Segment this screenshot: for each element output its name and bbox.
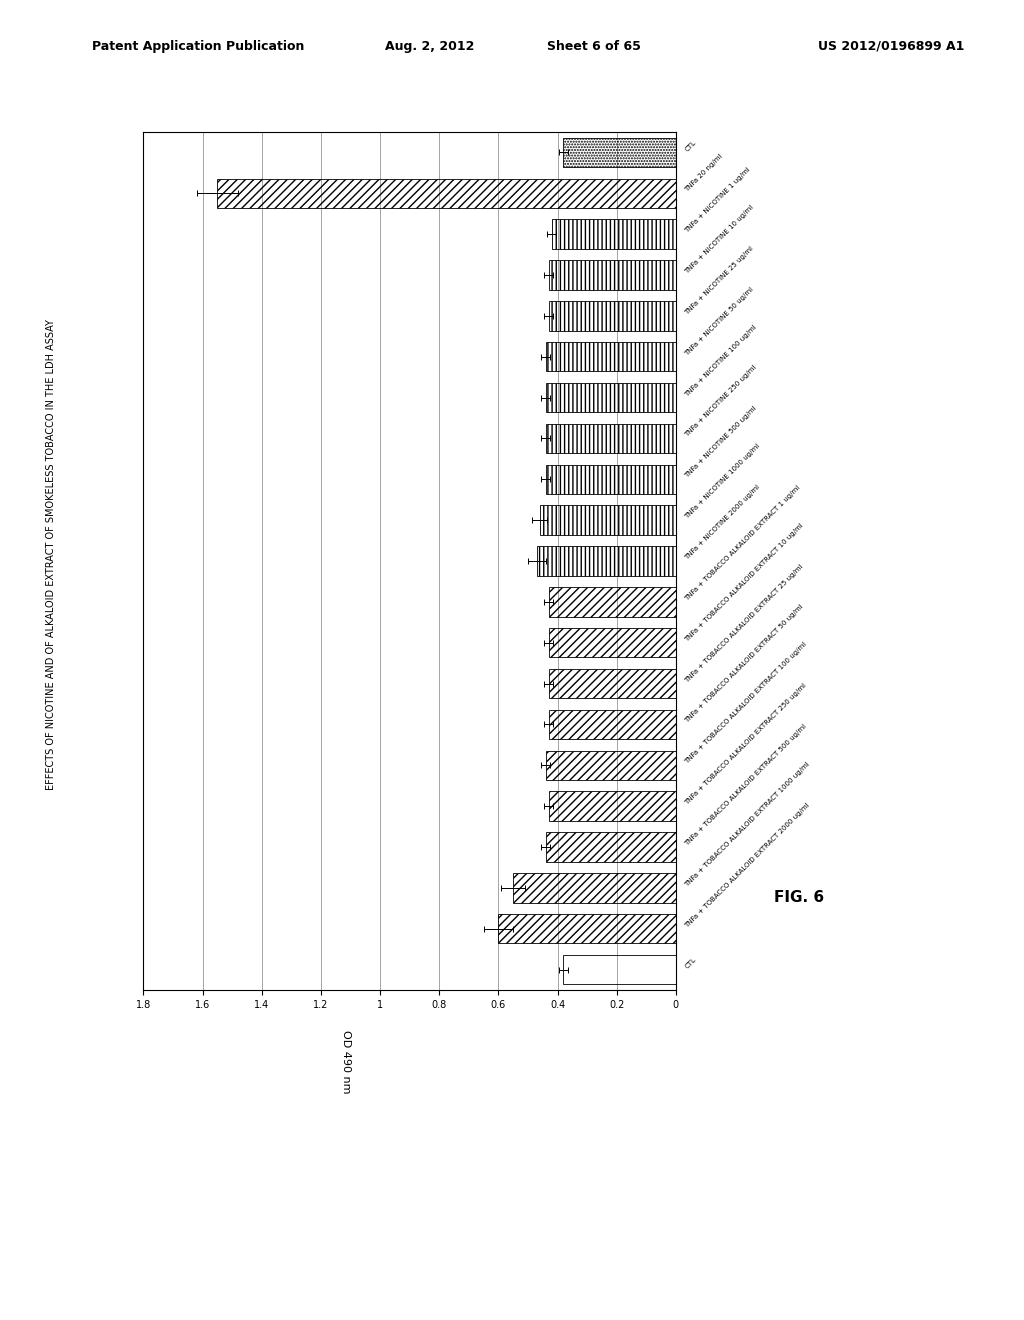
- Text: Aug. 2, 2012: Aug. 2, 2012: [385, 40, 475, 53]
- Text: TNFa + NICOTINE 500 ug/ml: TNFa + NICOTINE 500 ug/ml: [684, 405, 758, 479]
- Bar: [540, 506, 676, 535]
- Text: OD 490 nm: OD 490 nm: [341, 1030, 350, 1093]
- Text: Sheet 6 of 65: Sheet 6 of 65: [547, 40, 641, 53]
- Bar: [499, 913, 676, 944]
- Bar: [549, 260, 676, 289]
- Text: FIG. 6: FIG. 6: [774, 890, 823, 906]
- Bar: [546, 383, 676, 412]
- Bar: [546, 342, 676, 371]
- Bar: [552, 219, 676, 249]
- Bar: [546, 424, 676, 453]
- Bar: [546, 833, 676, 862]
- Text: TNFa + NICOTINE 100 ug/ml: TNFa + NICOTINE 100 ug/ml: [684, 323, 758, 397]
- Text: CTL: CTL: [684, 956, 697, 970]
- Text: TNFa + TOBACCO ALKALOID EXTRACT 1000 ug/ml: TNFa + TOBACCO ALKALOID EXTRACT 1000 ug/…: [684, 760, 811, 888]
- Text: CTL: CTL: [684, 139, 697, 152]
- Bar: [549, 792, 676, 821]
- Text: TNFa + NICOTINE 10 ug/ml: TNFa + NICOTINE 10 ug/ml: [684, 205, 755, 275]
- Text: TNFa 20 ng/ml: TNFa 20 ng/ml: [684, 153, 724, 193]
- Text: EFFECTS OF NICOTINE AND OF ALKALOID EXTRACT OF SMOKELESS TOBACCO IN THE LDH ASSA: EFFECTS OF NICOTINE AND OF ALKALOID EXTR…: [46, 319, 56, 789]
- Bar: [513, 873, 676, 903]
- Text: TNFa + TOBACCO ALKALOID EXTRACT 10 ug/ml: TNFa + TOBACCO ALKALOID EXTRACT 10 ug/ml: [684, 521, 805, 643]
- Text: TNFa + NICOTINE 250 ug/ml: TNFa + NICOTINE 250 ug/ml: [684, 364, 758, 438]
- Bar: [546, 751, 676, 780]
- Text: TNFa + TOBACCO ALKALOID EXTRACT 50 ug/ml: TNFa + TOBACCO ALKALOID EXTRACT 50 ug/ml: [684, 603, 805, 725]
- Bar: [549, 587, 676, 616]
- Text: TNFa + TOBACCO ALKALOID EXTRACT 500 ug/ml: TNFa + TOBACCO ALKALOID EXTRACT 500 ug/m…: [684, 723, 808, 847]
- Bar: [549, 669, 676, 698]
- Bar: [549, 628, 676, 657]
- Bar: [563, 137, 676, 168]
- Text: TNFa + TOBACCO ALKALOID EXTRACT 250 ug/ml: TNFa + TOBACCO ALKALOID EXTRACT 250 ug/m…: [684, 682, 808, 807]
- Bar: [563, 954, 676, 985]
- Bar: [546, 465, 676, 494]
- Bar: [549, 301, 676, 330]
- Bar: [549, 710, 676, 739]
- Text: TNFa + TOBACCO ALKALOID EXTRACT 2000 ug/ml: TNFa + TOBACCO ALKALOID EXTRACT 2000 ug/…: [684, 801, 811, 929]
- Text: TNFa + NICOTINE 50 ug/ml: TNFa + NICOTINE 50 ug/ml: [684, 286, 755, 356]
- Text: TNFa + NICOTINE 25 ug/ml: TNFa + NICOTINE 25 ug/ml: [684, 246, 755, 315]
- Text: TNFa + TOBACCO ALKALOID EXTRACT 100 ug/ml: TNFa + TOBACCO ALKALOID EXTRACT 100 ug/m…: [684, 642, 808, 766]
- Text: TNFa + TOBACCO ALKALOID EXTRACT 25 ug/ml: TNFa + TOBACCO ALKALOID EXTRACT 25 ug/ml: [684, 564, 805, 684]
- Text: Patent Application Publication: Patent Application Publication: [92, 40, 304, 53]
- Text: TNFa + NICOTINE 1000 ug/ml: TNFa + NICOTINE 1000 ug/ml: [684, 444, 762, 520]
- Bar: [217, 178, 676, 209]
- Bar: [537, 546, 676, 576]
- Text: TNFa + NICOTINE 2000 ug/ml: TNFa + NICOTINE 2000 ug/ml: [684, 484, 761, 561]
- Text: US 2012/0196899 A1: US 2012/0196899 A1: [818, 40, 964, 53]
- Text: TNFa + TOBACCO ALKALOID EXTRACT 1 ug/ml: TNFa + TOBACCO ALKALOID EXTRACT 1 ug/ml: [684, 484, 802, 602]
- Text: TNFa + NICOTINE 1 ug/ml: TNFa + NICOTINE 1 ug/ml: [684, 166, 752, 234]
